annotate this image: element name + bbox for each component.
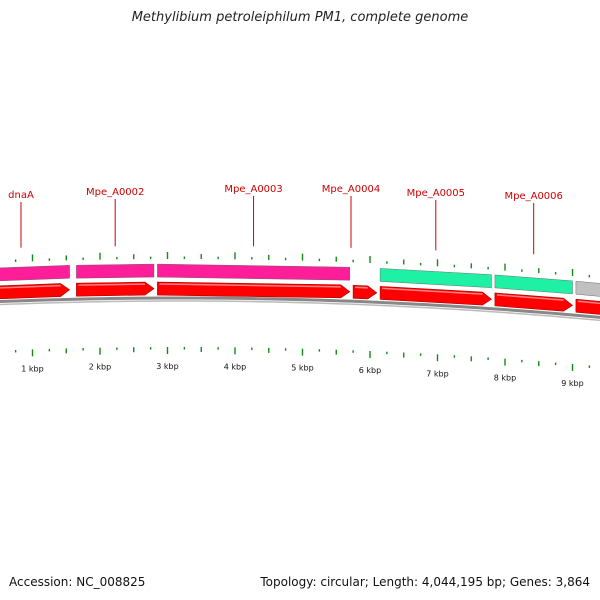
- gene-arrow: [352, 284, 378, 300]
- gene-arrow: [494, 292, 574, 312]
- top-tick-row: [14, 252, 591, 278]
- gene-arrow-highlight: [355, 286, 368, 289]
- bottom-tick-row: [14, 347, 591, 371]
- kbp-label: 7 kbp: [426, 369, 448, 378]
- backbone-shadow: [0, 300, 600, 322]
- cds-block: [575, 280, 600, 297]
- backbone-line: [0, 296, 600, 319]
- kbp-labels: 1 kbp 2 kbp 3 kbp 4 kbp 5 kbp 6 kbp 7 kbp 8 kbp…: [21, 362, 583, 388]
- gene-arrow-highlight: [159, 283, 341, 288]
- gene-label: dnaA: [8, 190, 34, 201]
- gene-label: Mpe_A0004: [322, 184, 380, 195]
- gene-arrow-highlight: [78, 283, 146, 286]
- gene-arrow: [379, 286, 493, 306]
- gene-arrow-highlight: [0, 284, 61, 289]
- cds-block: [76, 263, 155, 279]
- gene-labels: dnaA Mpe_A0002 Mpe_A0003 Mpe_A0004 Mpe_A0005…: [8, 184, 563, 202]
- backbone-arc: [0, 296, 600, 322]
- kbp-label: 3 kbp: [156, 362, 178, 371]
- kbp-label: 9 kbp: [561, 379, 583, 388]
- kbp-label: 2 kbp: [89, 363, 111, 372]
- kbp-label: 8 kbp: [494, 374, 516, 383]
- gene-label: Mpe_A0003: [224, 184, 282, 195]
- kbp-label: 5 kbp: [291, 364, 313, 373]
- gene-track: [0, 281, 600, 315]
- gene-label-leaders: [20, 196, 535, 255]
- kbp-label: 4 kbp: [224, 362, 246, 371]
- kbp-label: 1 kbp: [21, 364, 43, 373]
- gene-arrow-highlight: [496, 294, 564, 301]
- kbp-label: 6 kbp: [359, 366, 381, 375]
- gene-label: Mpe_A0005: [407, 188, 465, 199]
- accession-text: Accession: NC_008825: [9, 575, 146, 589]
- gene-label: Mpe_A0002: [86, 187, 144, 198]
- cds-block: [379, 268, 492, 288]
- gene-arrow-highlight: [382, 287, 483, 295]
- cds-block: [157, 263, 350, 281]
- genome-summary-text: Topology: circular; Length: 4,044,195 bp…: [260, 575, 590, 589]
- map-title: Methylibium petroleiphilum PM1, complete…: [131, 10, 469, 25]
- cds-block: [494, 274, 573, 295]
- cds-block: [0, 265, 70, 282]
- gene-label: Mpe_A0006: [504, 191, 562, 202]
- cds-category-track: [0, 263, 600, 297]
